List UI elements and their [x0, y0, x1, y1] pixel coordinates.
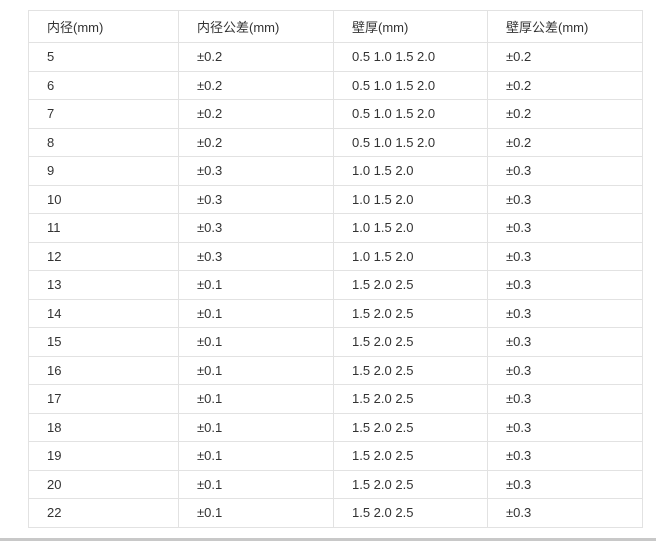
table-cell: ±0.1 [178, 327, 334, 357]
table-cell: ±0.1 [178, 498, 334, 528]
table-row: 11 ±0.3 1.0 1.5 2.0 ±0.3 [28, 213, 643, 243]
table-cell: 7 [28, 99, 179, 129]
table-cell: 5 [28, 42, 179, 72]
table-cell: ±0.2 [178, 99, 334, 129]
column-header-inner-diameter-tolerance: 内径公差(mm) [178, 10, 334, 43]
table-cell: ±0.1 [178, 384, 334, 414]
table-cell: ±0.3 [487, 355, 643, 385]
table-cell: 15 [28, 327, 179, 357]
table-cell: 1.0 1.5 2.0 [333, 213, 488, 243]
table-cell: 1.5 2.0 2.5 [333, 298, 488, 328]
table-row: 13 ±0.1 1.5 2.0 2.5 ±0.3 [28, 270, 643, 300]
table-row: 17 ±0.1 1.5 2.0 2.5 ±0.3 [28, 384, 643, 414]
table-cell: ±0.1 [178, 412, 334, 442]
table-cell: ±0.2 [178, 70, 334, 100]
table-cell: 6 [28, 70, 179, 100]
table-cell: 10 [28, 184, 179, 214]
table-row: 18 ±0.1 1.5 2.0 2.5 ±0.3 [28, 412, 643, 442]
table-row: 19 ±0.1 1.5 2.0 2.5 ±0.3 [28, 441, 643, 471]
table-cell: 14 [28, 298, 179, 328]
table-row: 10 ±0.3 1.0 1.5 2.0 ±0.3 [28, 184, 643, 214]
table-cell: ±0.2 [487, 42, 643, 72]
table-cell: ±0.3 [178, 241, 334, 271]
table-cell: ±0.3 [487, 184, 643, 214]
table-row: 5 ±0.2 0.5 1.0 1.5 2.0 ±0.2 [28, 42, 643, 72]
table-cell: ±0.3 [487, 441, 643, 471]
table-row: 22 ±0.1 1.5 2.0 2.5 ±0.3 [28, 498, 643, 528]
table-cell: 0.5 1.0 1.5 2.0 [333, 99, 488, 129]
table-cell: ±0.3 [178, 184, 334, 214]
table-row: 20 ±0.1 1.5 2.0 2.5 ±0.3 [28, 469, 643, 499]
table-cell: 1.5 2.0 2.5 [333, 270, 488, 300]
table-cell: 19 [28, 441, 179, 471]
table-cell: ±0.3 [178, 156, 334, 186]
table-cell: 1.5 2.0 2.5 [333, 355, 488, 385]
table-cell: 1.0 1.5 2.0 [333, 156, 488, 186]
table-body: 5 ±0.2 0.5 1.0 1.5 2.0 ±0.2 6 ±0.2 0.5 1.0 1.5… [28, 42, 643, 528]
column-header-wall-thickness: 壁厚(mm) [333, 10, 488, 43]
table-cell: 1.5 2.0 2.5 [333, 498, 488, 528]
table-cell: ±0.2 [487, 127, 643, 157]
table-cell: 11 [28, 213, 179, 243]
table-cell: ±0.3 [487, 241, 643, 271]
table-cell: ±0.1 [178, 469, 334, 499]
table-cell: 1.0 1.5 2.0 [333, 184, 488, 214]
table-cell: 1.5 2.0 2.5 [333, 412, 488, 442]
table-cell: 1.5 2.0 2.5 [333, 327, 488, 357]
table-row: 6 ±0.2 0.5 1.0 1.5 2.0 ±0.2 [28, 70, 643, 100]
table-cell: 0.5 1.0 1.5 2.0 [333, 70, 488, 100]
table-header-row: 内径(mm) 内径公差(mm) 壁厚(mm) 壁厚公差(mm) [28, 10, 643, 43]
table-cell: 16 [28, 355, 179, 385]
table-cell: 8 [28, 127, 179, 157]
table-cell: ±0.1 [178, 441, 334, 471]
pipe-spec-table: 内径(mm) 内径公差(mm) 壁厚(mm) 壁厚公差(mm) 5 ±0.2 0.5… [28, 10, 643, 528]
table-cell: ±0.3 [487, 469, 643, 499]
page-bottom-divider [0, 538, 656, 541]
table-cell: ±0.3 [178, 213, 334, 243]
table-cell: ±0.3 [487, 156, 643, 186]
table-cell: 9 [28, 156, 179, 186]
table-cell: 0.5 1.0 1.5 2.0 [333, 127, 488, 157]
column-header-wall-thickness-tolerance: 壁厚公差(mm) [487, 10, 643, 43]
table-cell: ±0.1 [178, 270, 334, 300]
table-cell: 13 [28, 270, 179, 300]
table-cell: 1.5 2.0 2.5 [333, 441, 488, 471]
table-cell: ±0.2 [487, 99, 643, 129]
table-cell: ±0.3 [487, 298, 643, 328]
table-cell: 1.0 1.5 2.0 [333, 241, 488, 271]
table-cell: 1.5 2.0 2.5 [333, 469, 488, 499]
table-row: 16 ±0.1 1.5 2.0 2.5 ±0.3 [28, 355, 643, 385]
table-cell: ±0.3 [487, 270, 643, 300]
table-row: 12 ±0.3 1.0 1.5 2.0 ±0.3 [28, 241, 643, 271]
table-cell: 22 [28, 498, 179, 528]
table-cell: ±0.2 [178, 42, 334, 72]
table-cell: ±0.1 [178, 355, 334, 385]
table-row: 14 ±0.1 1.5 2.0 2.5 ±0.3 [28, 298, 643, 328]
table-row: 9 ±0.3 1.0 1.5 2.0 ±0.3 [28, 156, 643, 186]
table-cell: 1.5 2.0 2.5 [333, 384, 488, 414]
table-cell: 18 [28, 412, 179, 442]
table-cell: 17 [28, 384, 179, 414]
table-cell: ±0.2 [487, 70, 643, 100]
table-cell: ±0.2 [178, 127, 334, 157]
table-cell: 20 [28, 469, 179, 499]
table-cell: ±0.3 [487, 498, 643, 528]
table-cell: ±0.1 [178, 298, 334, 328]
table-cell: ±0.3 [487, 412, 643, 442]
table-row: 7 ±0.2 0.5 1.0 1.5 2.0 ±0.2 [28, 99, 643, 129]
table-cell: ±0.3 [487, 213, 643, 243]
table-cell: ±0.3 [487, 327, 643, 357]
table-cell: ±0.3 [487, 384, 643, 414]
table-row: 15 ±0.1 1.5 2.0 2.5 ±0.3 [28, 327, 643, 357]
table-cell: 0.5 1.0 1.5 2.0 [333, 42, 488, 72]
table-row: 8 ±0.2 0.5 1.0 1.5 2.0 ±0.2 [28, 127, 643, 157]
table-cell: 12 [28, 241, 179, 271]
column-header-inner-diameter: 内径(mm) [28, 10, 179, 43]
